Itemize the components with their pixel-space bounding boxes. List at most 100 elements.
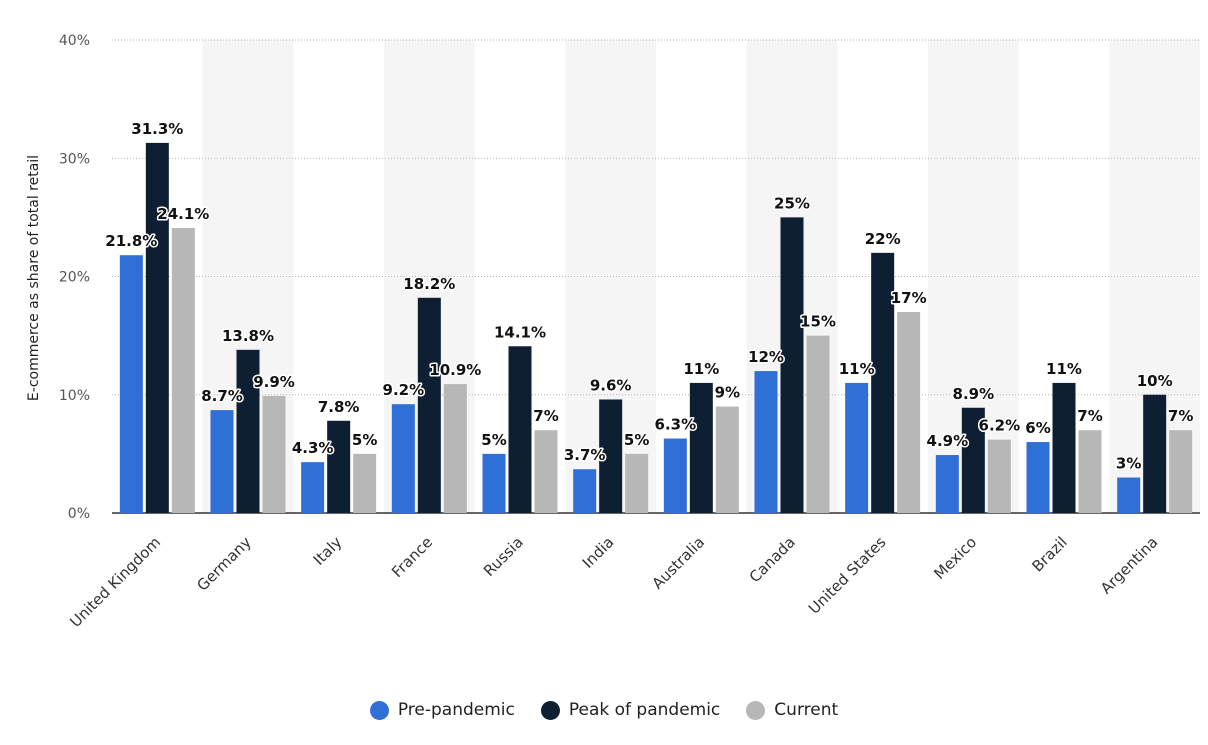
- data-label: 7%: [533, 407, 558, 425]
- category-label: Canada: [746, 533, 799, 586]
- bar: [935, 455, 959, 513]
- data-label: 22%: [865, 230, 901, 248]
- data-label: 14.1%: [494, 323, 546, 341]
- bar: [1052, 382, 1076, 513]
- data-label: 24.1%: [157, 205, 209, 223]
- y-tick-label: 0%: [68, 506, 90, 522]
- bar: [119, 255, 143, 513]
- legend-label: Current: [774, 700, 839, 720]
- data-label: 6.2%: [979, 417, 1021, 435]
- y-axis-label: E-commerce as share of total retail: [26, 155, 42, 401]
- bar: [210, 410, 234, 513]
- bar: [871, 252, 895, 513]
- data-label: 6.3%: [655, 416, 697, 434]
- data-label: 9.6%: [590, 376, 632, 394]
- bar: [961, 407, 985, 513]
- bar: [1169, 430, 1193, 513]
- bar: [443, 384, 467, 513]
- bar: [482, 453, 506, 513]
- data-label: 15%: [800, 313, 836, 331]
- legend-item-pre-pandemic[interactable]: Pre-pandemic: [369, 700, 515, 720]
- legend-marker-peak-of-pandemic: [540, 700, 560, 720]
- data-label: 5%: [352, 431, 377, 449]
- data-label: 11%: [683, 360, 719, 378]
- data-label: 11%: [839, 360, 875, 378]
- category-label: Mexico: [930, 533, 980, 583]
- data-label: 21.8%: [105, 232, 157, 250]
- data-label: 6%: [1025, 419, 1050, 437]
- legend-marker-pre-pandemic: [369, 700, 389, 720]
- y-tick-label: 40%: [59, 33, 90, 49]
- category-label: Australia: [649, 533, 709, 593]
- legend-item-current[interactable]: Current: [746, 700, 838, 720]
- bar: [534, 430, 558, 513]
- data-label: 3%: [1116, 455, 1141, 473]
- category-label: Argentina: [1097, 533, 1161, 597]
- y-axis-ticks: 0% 10% 20% 30% 40%: [59, 33, 90, 522]
- x-axis-categories: United Kingdom Germany Italy France Russia In…: [66, 533, 1161, 631]
- bar: [262, 395, 286, 513]
- bar: [845, 382, 869, 513]
- data-label: 5%: [481, 431, 506, 449]
- data-label: 9%: [715, 384, 740, 402]
- bar: [663, 438, 687, 513]
- bar: [1026, 442, 1050, 513]
- bar: [327, 420, 351, 513]
- data-label: 8.9%: [953, 385, 995, 403]
- bar: [145, 142, 169, 513]
- bar: [301, 462, 325, 513]
- bar: [689, 382, 713, 513]
- y-tick-label: 20%: [59, 270, 90, 286]
- data-label: 9.2%: [383, 381, 425, 399]
- bar: [391, 404, 415, 513]
- data-label: 4.3%: [292, 439, 334, 457]
- bar: [417, 297, 441, 513]
- bar: [236, 349, 260, 513]
- bar: [599, 399, 623, 513]
- category-label: Brazil: [1029, 533, 1071, 575]
- bar: [806, 335, 830, 513]
- category-label: Russia: [480, 533, 527, 580]
- bar: [754, 371, 778, 513]
- bar: [508, 346, 532, 513]
- data-label: 11%: [1046, 360, 1082, 378]
- data-labels: 21.8% 31.3% 24.1% 8.7% 13.8% 9.9% 4.3% 7.8% 5% 9.…: [104, 118, 1195, 474]
- data-label: 25%: [774, 194, 810, 212]
- bar-chart: 0% 10% 20% 30% 40% E-commerce as share of to…: [26, 33, 1200, 631]
- bar: [1117, 477, 1141, 513]
- data-label: 3.7%: [564, 446, 606, 464]
- bar: [1078, 430, 1102, 513]
- y-tick-label: 10%: [59, 388, 90, 404]
- data-label: 7.8%: [318, 398, 360, 416]
- data-label: 10.9%: [429, 361, 481, 379]
- data-label: 8.7%: [201, 387, 243, 405]
- data-label: 4.9%: [927, 432, 969, 450]
- data-label: 10%: [1137, 372, 1173, 390]
- bar: [715, 406, 739, 513]
- bars: [119, 142, 1193, 513]
- legend-label: Peak of pandemic: [568, 700, 721, 720]
- category-label: United Kingdom: [66, 533, 164, 631]
- data-label: 7%: [1077, 407, 1102, 425]
- bar: [1143, 394, 1167, 513]
- bar: [573, 469, 597, 513]
- bar: [171, 228, 195, 513]
- data-label: 13.8%: [222, 327, 274, 345]
- bar: [897, 311, 921, 513]
- category-label: United States: [805, 533, 890, 618]
- category-label: India: [579, 533, 618, 572]
- data-label: 12%: [748, 348, 784, 366]
- y-tick-label: 30%: [59, 151, 90, 167]
- data-label: 17%: [891, 289, 927, 307]
- y-gridlines: [112, 39, 1200, 514]
- bar: [987, 439, 1011, 513]
- category-label: Italy: [310, 533, 346, 569]
- data-label: 18.2%: [403, 275, 455, 293]
- legend-label: Pre-pandemic: [397, 700, 515, 720]
- bar: [780, 217, 804, 513]
- legend-item-peak-of-pandemic[interactable]: Peak of pandemic: [540, 700, 721, 720]
- bar: [353, 453, 377, 513]
- data-label: 9.9%: [253, 373, 295, 391]
- legend: Pre-pandemic Peak of pandemic Current: [0, 700, 1208, 720]
- category-label: France: [388, 533, 436, 581]
